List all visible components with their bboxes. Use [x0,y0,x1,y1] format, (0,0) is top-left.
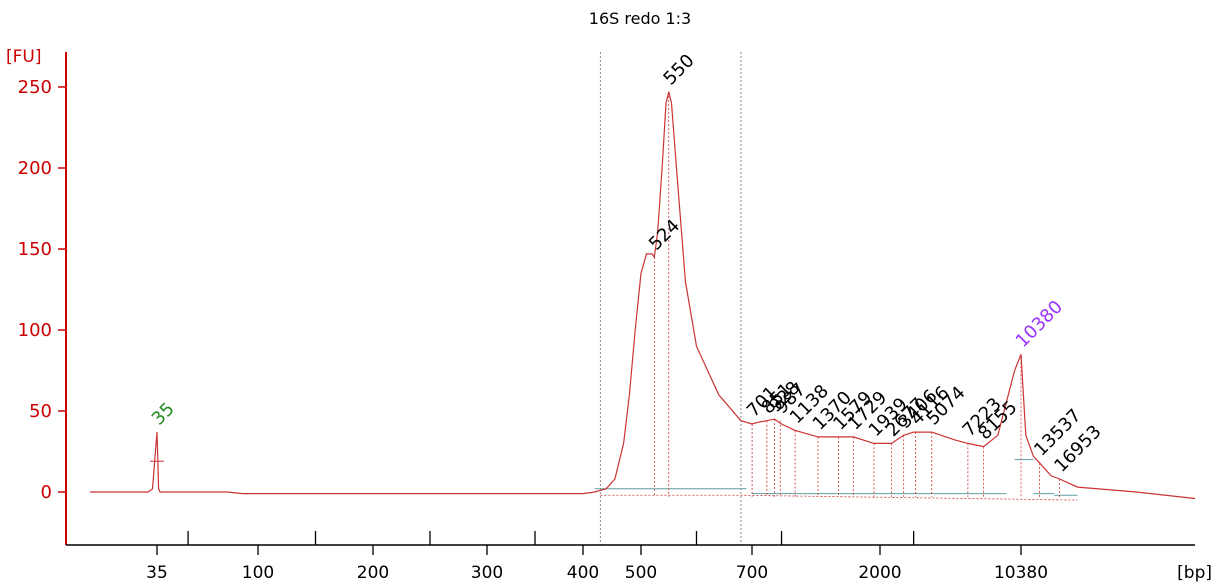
y-tick-label: 250 [18,77,52,98]
x-tick-label: 200 [357,563,389,583]
baseline-dotted [600,494,1078,501]
y-axis-label: [FU] [6,47,42,67]
signal-trace [90,91,1196,500]
y-ticks: 0 50 100 150 200 250 [18,77,66,503]
x-tick-label: 500 [625,563,657,583]
peak-labels: 3552455070185192898711381370157917291939… [148,50,1106,476]
x-tick-label: 300 [471,563,503,583]
axes [65,52,1195,546]
y-tick-label: 50 [29,401,52,422]
y-tick-label: 100 [18,320,52,341]
x-tick-label: 700 [736,563,768,583]
peak-label: 10380 [1012,296,1067,351]
x-tick-label: 100 [242,563,274,583]
chart-title: 16S redo 1:3 [589,9,691,28]
region-markers [599,52,742,545]
y-tick-label: 150 [18,239,52,260]
peak-label: 550 [659,50,698,89]
x-tick-label: 2000 [858,563,901,583]
x-ticks: 35 100 200 300 400 500 700 2000 10380 [146,531,1048,583]
x-tick-label: 10380 [994,563,1048,583]
peak-label: 35 [148,399,179,430]
baseline-segments [594,459,1078,501]
x-axis-label: [bp] [1177,563,1212,583]
y-tick-label: 0 [41,482,52,503]
y-tick-label: 200 [18,158,52,179]
peak-label: 524 [645,215,684,254]
x-tick-label: 35 [146,563,168,583]
x-tick-label: 400 [567,563,599,583]
peak-drop-lines [150,91,1061,497]
